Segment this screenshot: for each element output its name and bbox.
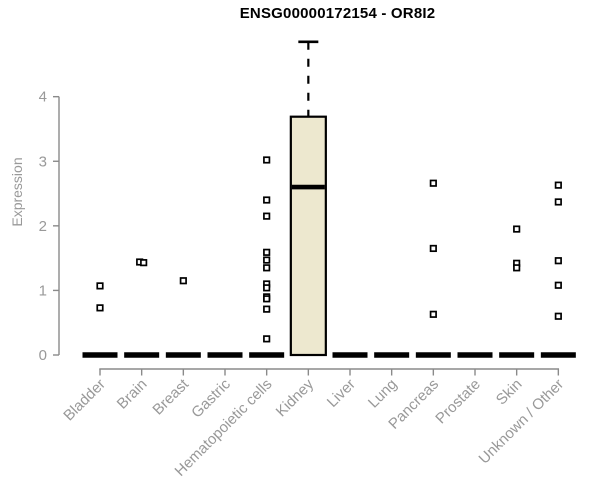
y-tick-label: 4 (39, 89, 47, 106)
outlier-point (179, 277, 187, 285)
y-tick-label: 2 (39, 218, 47, 235)
outlier-point (263, 212, 271, 220)
outlier-point (263, 248, 271, 256)
outlier-point (513, 264, 521, 272)
x-tick-label: Liver (324, 376, 359, 411)
outlier-point (263, 305, 271, 313)
collapsed-box-bar (457, 352, 493, 358)
outlier-point (263, 335, 271, 343)
outlier-point (96, 304, 104, 312)
outlier-point (429, 244, 437, 253)
collapsed-box-bar (374, 352, 410, 358)
x-tick-label: Lung (365, 376, 401, 412)
outlier-point (554, 257, 562, 265)
collapsed-box-bar (540, 352, 576, 358)
collapsed-box-bar (207, 352, 243, 358)
collapsed-box-bar (165, 352, 201, 358)
collapsed-box-bar (499, 352, 535, 358)
x-tick-label: Breast (149, 375, 192, 418)
collapsed-box-bar (82, 352, 118, 358)
outlier-point (554, 198, 562, 206)
outlier-point (554, 281, 562, 289)
y-tick-label: 3 (39, 153, 47, 170)
outlier-point (263, 264, 271, 272)
outlier-point (263, 196, 271, 204)
x-tick-label: Bladder (60, 376, 109, 425)
x-tick-label: Kidney (273, 375, 318, 420)
outlier-point (429, 179, 437, 187)
chart-title: ENSG00000172154 - OR8I2 (239, 5, 436, 22)
collapsed-box-bar (415, 352, 451, 358)
outlier-point (140, 259, 148, 267)
collapsed-box-bar (124, 352, 160, 358)
y-tick-label: 0 (39, 347, 47, 364)
outlier-point (554, 181, 562, 189)
x-tick-label: Brain (114, 376, 151, 413)
outlier-point (263, 256, 271, 264)
x-tick-label: Skin (493, 376, 526, 409)
outlier-point (554, 312, 562, 320)
collapsed-box-bar (249, 352, 285, 358)
outlier-point (429, 310, 437, 318)
y-tick-label: 1 (39, 282, 47, 299)
x-tick-label: Prostate (432, 376, 484, 428)
outlier-point (513, 225, 521, 233)
box (289, 115, 327, 357)
outlier-point (263, 295, 271, 303)
outlier-point (263, 284, 271, 292)
outlier-point (263, 156, 271, 164)
outlier-point (96, 282, 104, 290)
collapsed-box-bar (332, 352, 368, 358)
